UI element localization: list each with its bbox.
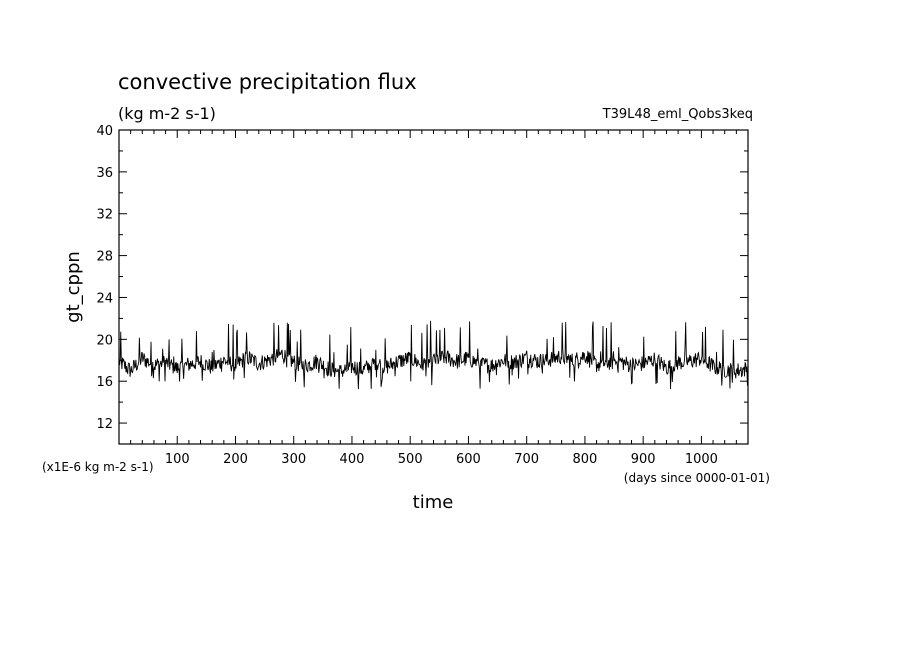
plot-frame xyxy=(118,129,749,445)
y-tick-label: 32 xyxy=(96,208,113,223)
x-tick-label: 100 xyxy=(165,452,190,467)
y-tick-label: 12 xyxy=(96,417,113,432)
y-axis-label: gt_cppn xyxy=(63,251,84,323)
x-tick-label: 900 xyxy=(631,452,656,467)
run-label: T39L48_eml_Qobs3keq xyxy=(602,107,753,122)
x-tick-label: 200 xyxy=(223,452,248,467)
x-tick-labels: 100 200 300 400 500 600 700 800 900 1000 xyxy=(165,452,718,467)
x-tick-label: 500 xyxy=(398,452,423,467)
series-group xyxy=(118,320,749,390)
series-line xyxy=(118,320,749,390)
x-axis-label: time xyxy=(413,492,454,513)
x-tick-label: 300 xyxy=(281,452,306,467)
y-tick-label: 28 xyxy=(96,250,113,265)
x-tick-label: 1000 xyxy=(685,452,718,467)
y-tick-label: 20 xyxy=(96,333,113,348)
x-tick-label: 800 xyxy=(573,452,598,467)
y-tick-label: 36 xyxy=(96,166,113,181)
y-tick-label: 40 xyxy=(96,124,113,139)
chart-title: convective precipitation flux xyxy=(118,70,417,94)
x-tick-label: 600 xyxy=(456,452,481,467)
y-tick-label: 16 xyxy=(96,375,113,390)
x-tick-label: 700 xyxy=(514,452,539,467)
chart-subtitle: (kg m-2 s-1) xyxy=(118,104,216,123)
x-unit-note: (days since 0000-01-01) xyxy=(624,471,770,485)
x-tick-label: 400 xyxy=(340,452,365,467)
axis-ticks xyxy=(119,129,748,445)
y-scale-note: (x1E-6 kg m-2 s-1) xyxy=(42,460,154,474)
y-tick-label: 24 xyxy=(96,291,113,306)
y-tick-labels: 12 16 20 24 28 32 36 40 xyxy=(96,124,113,432)
